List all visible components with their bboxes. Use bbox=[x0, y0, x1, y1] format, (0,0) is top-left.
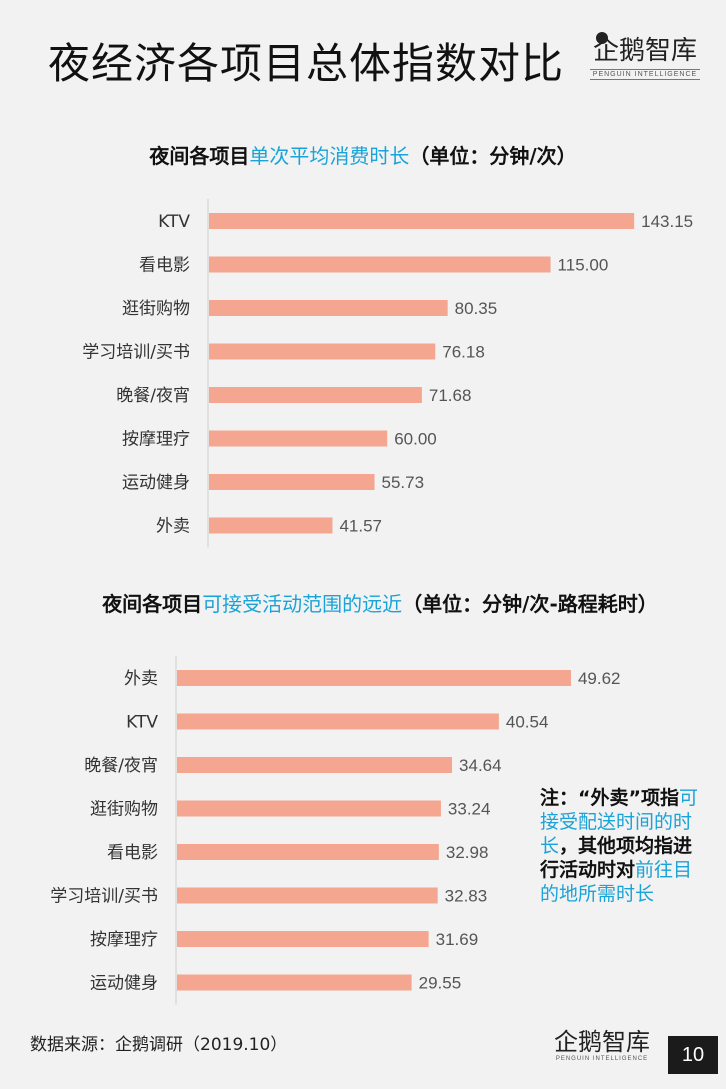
chart2-value-label: 32.98 bbox=[446, 843, 489, 862]
chart1-value-label: 55.73 bbox=[382, 473, 425, 492]
chart2-bar bbox=[177, 670, 571, 686]
chart1-category-label: 晚餐/夜宵 bbox=[116, 386, 190, 406]
chart1-title-suffix: （单位：分钟/次） bbox=[409, 144, 577, 168]
chart2-value-label: 32.83 bbox=[445, 887, 488, 906]
chart1-bar bbox=[209, 430, 388, 447]
chart2-bar bbox=[177, 844, 439, 860]
chart2-value-label: 34.64 bbox=[459, 756, 502, 775]
note-part2: ，其他项均指进行活动时对 bbox=[540, 835, 693, 881]
footer-logo-subtitle: PENGUIN INTELLIGENCE bbox=[555, 1056, 649, 1062]
chart2-category-label: 晚餐/夜宵 bbox=[84, 756, 158, 776]
chart1-title-prefix: 夜间各项目 bbox=[149, 144, 250, 168]
chart2-category-label: 学习培训/买书 bbox=[50, 887, 158, 907]
chart1-category-label: 外卖 bbox=[156, 517, 190, 537]
chart2-category-label: 外卖 bbox=[124, 669, 158, 689]
chart1-value-label: 143.15 bbox=[641, 212, 693, 231]
brand-logo: 企鹅智库 PENGUIN INTELLIGENCE bbox=[590, 32, 700, 80]
chart2-category-label: 看电影 bbox=[107, 843, 158, 863]
chart2-bar bbox=[177, 887, 438, 904]
footer-logo-text: 企鹅智库 bbox=[554, 1028, 650, 1056]
chart2-bar bbox=[177, 713, 499, 730]
chart2-category-label: KTV bbox=[126, 713, 158, 733]
chart1-value-label: 80.35 bbox=[455, 299, 498, 318]
chart2-value-label: 40.54 bbox=[506, 713, 549, 732]
chart1-category-label: 按摩理疗 bbox=[122, 430, 190, 450]
chart2-category-label: 运动健身 bbox=[90, 974, 158, 994]
chart1-value-label: 115.00 bbox=[558, 256, 609, 275]
chart1-value-label: 76.18 bbox=[442, 343, 485, 362]
chart1-bar bbox=[209, 387, 422, 403]
penguin-icon bbox=[596, 32, 608, 44]
chart1-bar bbox=[209, 300, 448, 316]
note-highlight1: 可接受配送时间的时长 bbox=[540, 787, 698, 857]
chart1-value-label: 71.68 bbox=[429, 386, 472, 405]
chart1-bar bbox=[209, 343, 436, 360]
chart2-title-prefix: 夜间各项目 bbox=[102, 592, 203, 616]
chart2-value-label: 49.62 bbox=[578, 669, 621, 688]
footer-logo: 企鹅智库 PENGUIN INTELLIGENCE bbox=[548, 1028, 656, 1062]
chart-note: 注：“外卖”项指可接受配送时间的时长，其他项均指进行活动时对前往目的地所需时长 bbox=[540, 786, 700, 906]
chart1-value-label: 41.57 bbox=[339, 517, 382, 536]
chart2-bar bbox=[177, 757, 453, 773]
chart2-title: 夜间各项目可接受活动范围的远近（单位：分钟/次-路程耗时） bbox=[100, 590, 660, 618]
chart2-value-label: 31.69 bbox=[436, 930, 479, 949]
chart1-value-label: 60.00 bbox=[394, 430, 437, 449]
chart2-category-label: 逛街购物 bbox=[90, 800, 158, 820]
logo-text: 企鹅智库 bbox=[592, 36, 697, 66]
data-source: 数据来源：企鹅调研（2019.10） bbox=[30, 1035, 288, 1055]
chart2-bar bbox=[177, 974, 412, 991]
chart1-title-highlight: 单次平均消费时长 bbox=[249, 144, 410, 168]
chart1-category-label: 逛街购物 bbox=[122, 299, 190, 319]
chart1-category-label: KTV bbox=[158, 212, 190, 232]
note-highlight2: 前往目的地所需时长 bbox=[540, 859, 693, 905]
chart1-bar bbox=[209, 213, 635, 229]
chart1-bar bbox=[209, 474, 375, 490]
chart1-category-label: 学习培训/买书 bbox=[82, 343, 190, 363]
chart1-category-label: 运动健身 bbox=[122, 473, 190, 493]
chart2-category-label: 按摩理疗 bbox=[90, 930, 158, 950]
chart2-bar bbox=[177, 931, 429, 947]
chart1-bar bbox=[209, 256, 551, 273]
logo-subtitle: PENGUIN INTELLIGENCE bbox=[590, 69, 700, 80]
chart1-title: 夜间各项目单次平均消费时长（单位：分钟/次） bbox=[0, 142, 726, 170]
page-title: 夜经济各项目总体指数对比 bbox=[48, 39, 565, 88]
chart2-bar bbox=[177, 800, 441, 817]
note-part1: 注：“外卖”项指 bbox=[540, 787, 679, 809]
chart1-bar bbox=[209, 517, 333, 534]
chart2-value-label: 33.24 bbox=[448, 800, 491, 819]
chart2-title-suffix: （单位：分钟/次-路程耗时） bbox=[402, 592, 658, 616]
chart2-title-highlight: 可接受活动范围的远近 bbox=[202, 592, 403, 616]
page-number: 10 bbox=[668, 1036, 718, 1074]
chart1-category-label: 看电影 bbox=[139, 256, 190, 276]
chart2-value-label: 29.55 bbox=[419, 974, 462, 993]
